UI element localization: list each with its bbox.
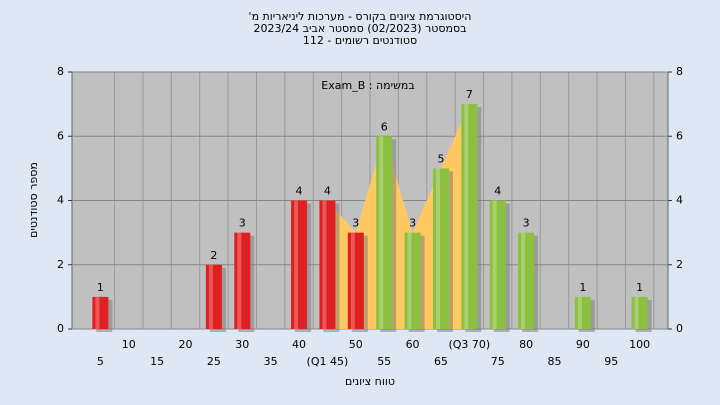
data-label: 1: [97, 281, 104, 294]
bar-highlight: [95, 296, 100, 329]
data-label: 7: [466, 88, 473, 101]
x-tick-label: 15: [150, 355, 164, 368]
bar: [518, 232, 535, 329]
bar-highlight: [350, 232, 355, 329]
bar: [574, 296, 591, 329]
x-tick-label: 60: [406, 338, 420, 351]
bar: [347, 232, 364, 329]
data-label: 1: [636, 281, 643, 294]
bar-highlight: [208, 264, 213, 329]
bar-highlight: [634, 296, 639, 329]
y-tick-label: 8: [57, 65, 64, 78]
data-label: 3: [239, 217, 246, 230]
x-tick-label: 20: [179, 338, 193, 351]
data-label: 6: [381, 120, 388, 133]
x-tick-label: 30: [235, 338, 249, 351]
data-label: 3: [523, 217, 530, 230]
bar: [92, 296, 109, 329]
x-tick-label: 40: [292, 338, 306, 351]
bar: [489, 200, 506, 329]
x-tick-label: 5: [97, 355, 104, 368]
bar-highlight: [577, 296, 582, 329]
bar: [376, 136, 393, 329]
bar-highlight: [464, 104, 469, 329]
y-tick-label: 4: [57, 194, 64, 207]
bar-highlight: [237, 232, 242, 329]
bar-highlight: [435, 168, 440, 329]
data-label: 4: [494, 185, 501, 198]
annotation: Exam_B : במשימה: [321, 79, 414, 92]
x-tick-label: 95: [604, 355, 618, 368]
bar: [319, 200, 336, 329]
x-axis-label: טווח ציונים: [345, 375, 395, 388]
x-tick-label: 75: [491, 355, 505, 368]
bar-highlight: [521, 232, 526, 329]
y-tick-label: 6: [57, 129, 64, 142]
y2-tick-label: 6: [676, 129, 683, 142]
bar-highlight: [379, 136, 384, 329]
y2-tick-label: 0: [676, 322, 683, 335]
x-tick-label: (Q3 70): [448, 338, 490, 351]
data-label: 3: [352, 217, 359, 230]
y-tick-label: 0: [57, 322, 64, 335]
bar: [461, 104, 478, 329]
bar: [291, 200, 308, 329]
bar-highlight: [322, 200, 327, 329]
x-tick-label: (Q1 45): [307, 355, 349, 368]
data-label: 4: [324, 185, 331, 198]
y2-tick-label: 4: [676, 194, 683, 207]
bar-highlight: [407, 232, 412, 329]
bar: [631, 296, 648, 329]
chart-title: בסמסטר (02/2023) סמסטר אביב 2023/24: [253, 22, 466, 35]
data-label: 5: [437, 152, 444, 165]
data-label: 3: [409, 217, 416, 230]
bar: [205, 264, 222, 329]
y2-tick-label: 2: [676, 258, 683, 271]
x-tick-label: 25: [207, 355, 221, 368]
data-label: 4: [296, 185, 303, 198]
bar: [234, 232, 251, 329]
y2-tick-label: 8: [676, 65, 683, 78]
bar: [404, 232, 421, 329]
x-tick-label: 90: [576, 338, 590, 351]
x-tick-label: 35: [264, 355, 278, 368]
x-tick-label: 65: [434, 355, 448, 368]
x-tick-label: 100: [629, 338, 650, 351]
x-tick-label: 85: [547, 355, 561, 368]
bar-highlight: [294, 200, 299, 329]
x-tick-label: 55: [377, 355, 391, 368]
bar: [432, 168, 449, 329]
chart-title: היסטוגרמת ציונים בקורס - מערכות ליניאריו…: [249, 10, 472, 23]
x-tick-label: 80: [519, 338, 533, 351]
x-tick-label: 10: [122, 338, 136, 351]
chart-title: סטודנטים רשומים - 112: [303, 34, 417, 47]
data-label: 1: [579, 281, 586, 294]
y-axis-label: מספר סטודנטים: [27, 162, 40, 238]
data-label: 2: [210, 249, 217, 262]
x-tick-label: 50: [349, 338, 363, 351]
bar-highlight: [492, 200, 497, 329]
y-tick-label: 2: [57, 258, 64, 271]
